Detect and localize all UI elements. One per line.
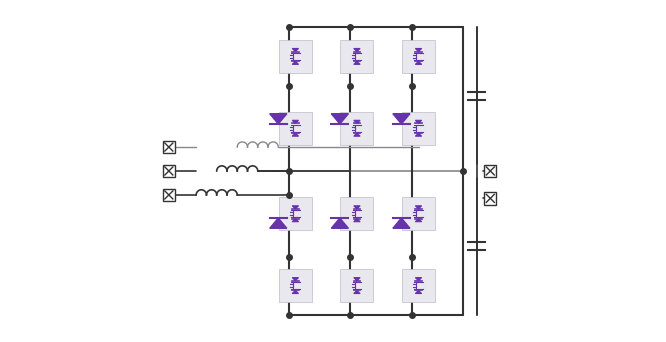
FancyBboxPatch shape <box>279 197 312 230</box>
Polygon shape <box>354 49 360 52</box>
Polygon shape <box>416 278 422 281</box>
Polygon shape <box>354 206 360 209</box>
FancyBboxPatch shape <box>340 112 374 145</box>
FancyBboxPatch shape <box>340 40 374 73</box>
Polygon shape <box>270 218 287 228</box>
Polygon shape <box>292 206 298 209</box>
Polygon shape <box>292 219 298 222</box>
Polygon shape <box>416 49 422 52</box>
FancyBboxPatch shape <box>484 192 496 205</box>
FancyBboxPatch shape <box>163 141 175 153</box>
Polygon shape <box>354 133 360 136</box>
Polygon shape <box>416 120 422 123</box>
Polygon shape <box>331 218 348 228</box>
Polygon shape <box>354 219 360 222</box>
FancyBboxPatch shape <box>279 112 312 145</box>
Polygon shape <box>331 114 348 124</box>
Polygon shape <box>292 49 298 52</box>
FancyBboxPatch shape <box>484 165 496 177</box>
FancyBboxPatch shape <box>402 269 435 302</box>
Polygon shape <box>416 206 422 209</box>
Polygon shape <box>354 290 360 293</box>
FancyBboxPatch shape <box>340 197 374 230</box>
Polygon shape <box>292 290 298 293</box>
Polygon shape <box>416 61 422 64</box>
FancyBboxPatch shape <box>402 197 435 230</box>
FancyBboxPatch shape <box>163 189 175 201</box>
Polygon shape <box>292 61 298 64</box>
Polygon shape <box>416 219 422 222</box>
Polygon shape <box>393 218 410 228</box>
FancyBboxPatch shape <box>340 269 374 302</box>
Polygon shape <box>416 290 422 293</box>
Polygon shape <box>416 133 422 136</box>
FancyBboxPatch shape <box>402 112 435 145</box>
Polygon shape <box>292 120 298 123</box>
Polygon shape <box>292 133 298 136</box>
FancyBboxPatch shape <box>279 40 312 73</box>
FancyBboxPatch shape <box>163 165 175 177</box>
Polygon shape <box>354 61 360 64</box>
Polygon shape <box>292 278 298 281</box>
FancyBboxPatch shape <box>402 40 435 73</box>
Polygon shape <box>354 278 360 281</box>
Polygon shape <box>270 114 287 124</box>
Polygon shape <box>393 114 410 124</box>
Polygon shape <box>354 120 360 123</box>
FancyBboxPatch shape <box>279 269 312 302</box>
